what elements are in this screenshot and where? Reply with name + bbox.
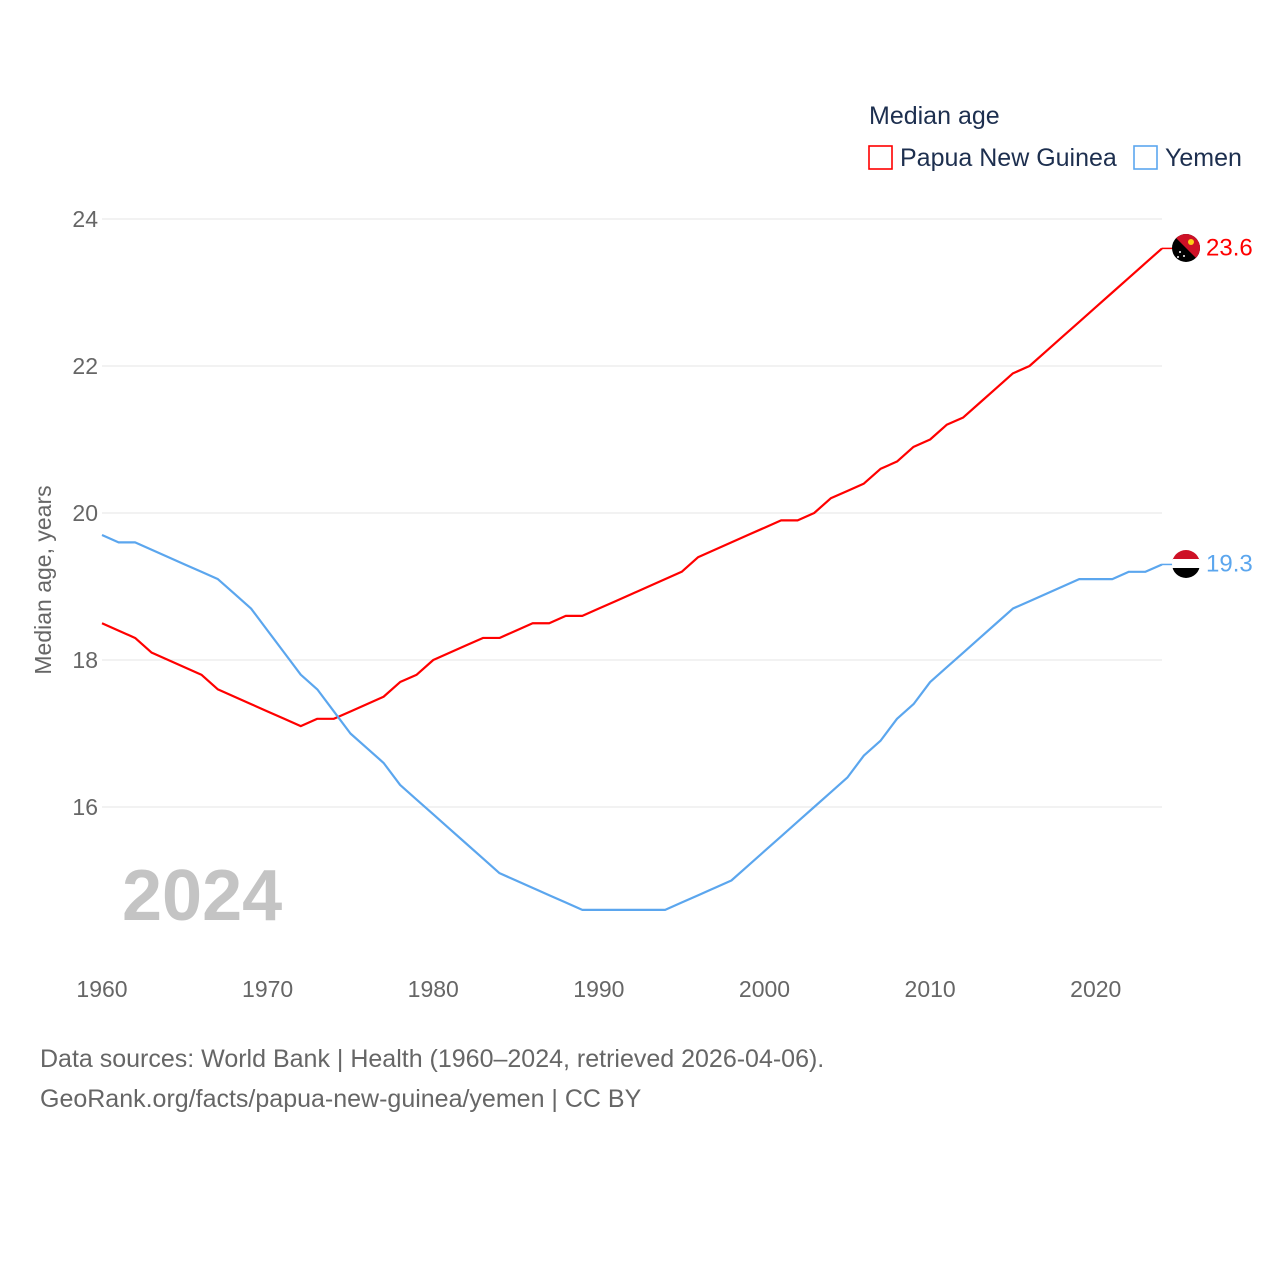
end-value-label: 19.3	[1206, 550, 1253, 577]
legend-title: Median age	[869, 102, 1000, 130]
x-tick-label: 1970	[242, 976, 293, 1002]
y-axis-label: Median age, years	[30, 485, 56, 674]
yemen-flag-icon	[1172, 550, 1200, 578]
y-tick-label: 20	[72, 500, 98, 526]
source-url: GeoRank.org/facts/papua-new-guinea/yemen…	[40, 1085, 642, 1113]
data-source-note: Data sources: World Bank | Health (1960–…	[40, 1045, 825, 1073]
x-tick-label: 2000	[739, 976, 790, 1002]
x-tick-label: 1990	[573, 976, 624, 1002]
y-tick-label: 24	[72, 206, 98, 232]
legend-swatch	[1133, 145, 1158, 170]
x-tick-label: 1960	[76, 976, 127, 1002]
y-tick-label: 16	[72, 794, 98, 820]
y-tick-label: 22	[72, 353, 98, 379]
x-tick-label: 2020	[1070, 976, 1121, 1002]
year-watermark: 2024	[122, 856, 282, 936]
x-tick-label: 1980	[408, 976, 459, 1002]
y-tick-label: 18	[72, 647, 98, 673]
legend-label: Papua New Guinea	[900, 144, 1117, 172]
legend-swatch	[868, 145, 893, 170]
legend-label: Yemen	[1165, 144, 1242, 172]
x-tick-label: 2010	[905, 976, 956, 1002]
end-value-label: 23.6	[1206, 234, 1253, 261]
png-flag-icon	[1172, 234, 1200, 262]
series-line-papua-new-guinea	[101, 247, 1163, 728]
series-line-yemen	[101, 534, 1163, 912]
